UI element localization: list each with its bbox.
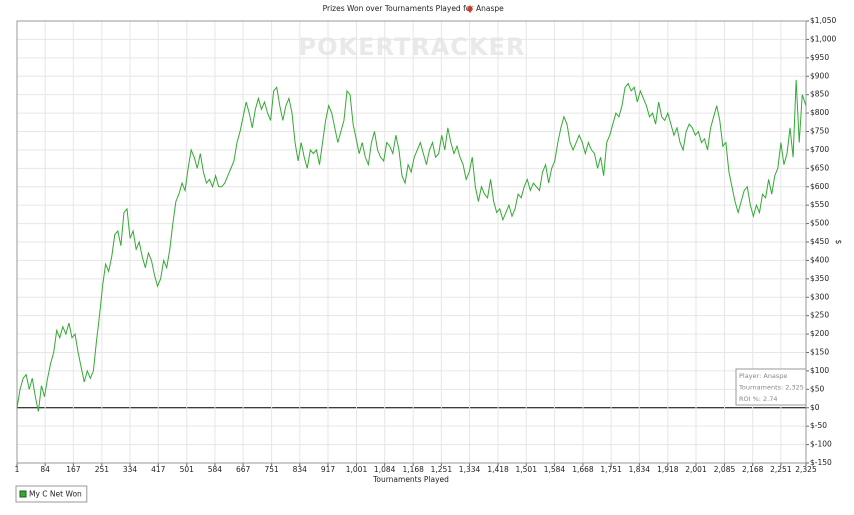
info-line: Tournaments: 2,325 (738, 384, 804, 392)
y2-tick-label: $100 (810, 366, 829, 375)
chart-title: Prizes Won over Tournaments Played for (323, 4, 475, 13)
y2-tick-label: $200 (810, 329, 829, 338)
x-tick-label: 917 (321, 465, 336, 474)
x-tick-label: 1,418 (487, 465, 509, 474)
y2-tick-label: $350 (810, 274, 829, 283)
data-line (16, 79, 807, 412)
x-tick-label: 1,168 (402, 465, 424, 474)
x-tick-label: 667 (236, 465, 251, 474)
y2-axis-label: $ (834, 240, 843, 245)
x-tick-label: 1 (15, 465, 20, 474)
info-line: ROI %: 2.74 (739, 395, 778, 403)
x-tick-label: 1,334 (459, 465, 481, 474)
y2-tick-label: $500 (810, 219, 829, 228)
x-tick-label: 1,251 (431, 465, 453, 474)
info-box (735, 368, 807, 406)
watermark: POKERTRACKER (299, 33, 526, 61)
x-tick-label: 167 (66, 465, 81, 474)
y2-tick-label: $650 (810, 163, 829, 172)
legend-swatch (19, 490, 27, 498)
x-tick-label: 1,668 (572, 465, 594, 474)
y2-tick-label: $950 (810, 53, 829, 62)
x-tick-label: 1,834 (629, 465, 651, 474)
x-axis-label: Tournaments Played (372, 475, 449, 484)
x-tick-label: 2,251 (770, 465, 792, 474)
x-tick-label: 2,168 (742, 465, 764, 474)
y2-tick-label: $0 (810, 403, 820, 412)
x-tick-label: 2,085 (714, 465, 736, 474)
y2-tick-label: $1,000 (810, 34, 836, 43)
x-tick-label: 1,084 (374, 465, 396, 474)
player-name: Anaspe (476, 4, 504, 13)
y2-tick-label: $250 (810, 311, 829, 320)
x-tick-label: 1,918 (657, 465, 679, 474)
x-tick-label: 1,501 (516, 465, 538, 474)
x-tick-label: 1,751 (600, 465, 622, 474)
x-tick-label: 751 (264, 465, 279, 474)
plot-border (16, 20, 807, 464)
y2-tick-label: $50 (810, 384, 825, 393)
y2-tick-label: $400 (810, 255, 829, 264)
x-tick-label: 417 (151, 465, 166, 474)
y2-tick-label: $150 (810, 348, 829, 357)
x-tick-label: 501 (180, 465, 195, 474)
y2-tick-label: $800 (810, 108, 829, 117)
y2-tick-label: $450 (810, 237, 829, 246)
y2-tick-label: $850 (810, 90, 829, 99)
x-tick-label: 251 (95, 465, 110, 474)
y2-tick-label: $-100 (810, 440, 832, 449)
player-icon (467, 5, 473, 13)
y2-tick-label: $1,050 (810, 16, 836, 25)
y2-tick-label: $750 (810, 127, 829, 136)
legend-label: My C Net Won (29, 490, 82, 499)
y2-tick-label: $700 (810, 145, 829, 154)
legend-box (15, 485, 88, 503)
y2-tick-label: $550 (810, 200, 829, 209)
y2-tick-label: $300 (810, 292, 829, 301)
x-tick-label: 2,001 (685, 465, 707, 474)
info-line: Player: Anaspe (739, 372, 787, 380)
x-tick-label: 1,584 (544, 465, 566, 474)
x-tick-label: 2,325 (795, 465, 817, 474)
y2-tick-label: $600 (810, 182, 829, 191)
x-tick-label: 1,001 (346, 465, 368, 474)
y2-tick-label: $900 (810, 71, 829, 80)
x-tick-label: 584 (208, 465, 223, 474)
x-tick-label: 84 (40, 465, 50, 474)
x-tick-label: 834 (293, 465, 308, 474)
y2-tick-label: $-150 (810, 458, 832, 467)
y2-tick-label: $-50 (810, 421, 827, 430)
x-tick-label: 334 (123, 465, 138, 474)
